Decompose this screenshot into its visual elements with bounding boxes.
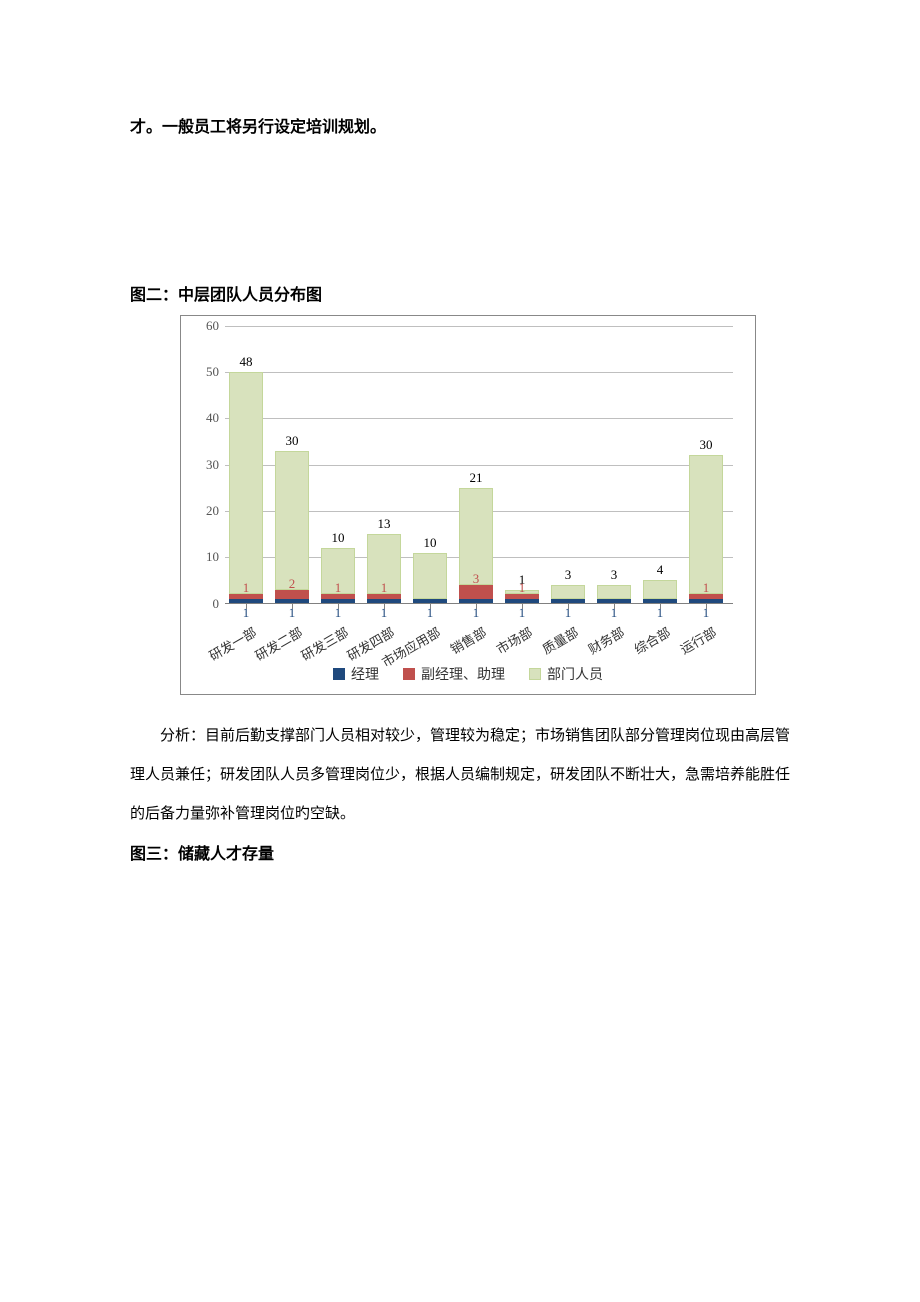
- x-axis-label: 市场部: [492, 622, 535, 658]
- bar-segment-staff: [689, 455, 723, 594]
- x-tick: [292, 604, 293, 609]
- x-axis-label: 销售部: [446, 622, 489, 658]
- bar-label-staff: 10: [424, 535, 437, 551]
- bar-label-deputy: 1: [243, 580, 250, 596]
- bar-label-staff: 48: [240, 354, 253, 370]
- chart-y-axis: 0102030405060: [197, 326, 221, 604]
- bar-label-staff: 4: [657, 562, 664, 578]
- bar-label-deputy: 1: [703, 580, 710, 596]
- bar-segment-staff: [597, 585, 631, 599]
- bar-segment-staff: [413, 553, 447, 599]
- legend-swatch: [403, 668, 415, 680]
- y-tick-label: 0: [213, 596, 220, 612]
- chart-bars: 481130211011131110121311113131413011: [225, 326, 733, 604]
- bar-segment-staff: [229, 372, 263, 594]
- x-tick: [568, 604, 569, 609]
- bar-label-deputy: 1: [519, 580, 526, 596]
- intro-text: 才。一般员工将另行设定培训规划。: [130, 115, 790, 141]
- legend-swatch: [529, 668, 541, 680]
- bar-label-staff: 3: [611, 567, 618, 583]
- chart-plot-area: 0102030405060 48113021101113111012131111…: [225, 326, 733, 604]
- x-tick: [338, 604, 339, 609]
- x-axis-label: 运行部: [676, 622, 719, 658]
- x-axis-label: 质量部: [538, 622, 581, 658]
- bar-segment-staff: [551, 585, 585, 599]
- figure3-title: 图三：储藏人才存量: [130, 840, 790, 864]
- x-tick: [614, 604, 615, 609]
- chart-legend: 经理 副经理、助理 部门人员: [197, 664, 739, 684]
- y-tick-label: 10: [206, 549, 219, 565]
- bar-label-staff: 13: [378, 516, 391, 532]
- bar-label-staff: 30: [700, 437, 713, 453]
- bar-label-deputy: 2: [289, 576, 296, 592]
- x-tick: [522, 604, 523, 609]
- legend-item: 副经理、助理: [403, 664, 505, 684]
- bar-label-deputy: 3: [473, 571, 480, 587]
- x-tick: [660, 604, 661, 609]
- y-tick-label: 20: [206, 503, 219, 519]
- x-axis-label: 综合部: [630, 622, 673, 658]
- x-tick: [706, 604, 707, 609]
- x-axis-label: 研发三部: [297, 622, 352, 664]
- legend-swatch: [333, 668, 345, 680]
- x-tick: [246, 604, 247, 609]
- y-tick-label: 30: [206, 457, 219, 473]
- bar-label-staff: 10: [332, 530, 345, 546]
- y-tick-label: 40: [206, 410, 219, 426]
- chart-x-labels: 研发一部研发二部研发三部研发四部市场应用部销售部市场部质量部财务部综合部运行部: [225, 604, 733, 660]
- bar-label-staff: 3: [565, 567, 572, 583]
- legend-item: 部门人员: [529, 664, 603, 684]
- x-axis-label: 研发一部: [205, 622, 260, 664]
- y-tick-label: 50: [206, 364, 219, 380]
- bar-segment-staff: [275, 451, 309, 590]
- bar-label-staff: 30: [286, 433, 299, 449]
- x-tick: [476, 604, 477, 609]
- legend-label: 副经理、助理: [421, 668, 505, 683]
- x-tick: [384, 604, 385, 609]
- x-axis-label: 财务部: [584, 622, 627, 658]
- x-axis-label: 研发二部: [251, 622, 306, 664]
- chart-frame: 0102030405060 48113021101113111012131111…: [180, 315, 756, 695]
- figure2-title: 图二：中层团队人员分布图: [130, 281, 790, 305]
- bar-segment-deputy: [459, 585, 493, 599]
- bar-label-deputy: 1: [335, 580, 342, 596]
- bar-segment-staff: [643, 580, 677, 599]
- legend-item: 经理: [333, 664, 379, 684]
- bar-label-deputy: 1: [381, 580, 388, 596]
- bar-label-staff: 21: [470, 470, 483, 486]
- legend-label: 部门人员: [547, 668, 603, 683]
- y-tick-label: 60: [206, 318, 219, 334]
- legend-label: 经理: [351, 668, 379, 683]
- analysis-paragraph: 分析：目前后勤支撑部门人员相对较少，管理较为稳定；市场销售团队部分管理岗位现由高…: [130, 717, 790, 834]
- x-tick: [430, 604, 431, 609]
